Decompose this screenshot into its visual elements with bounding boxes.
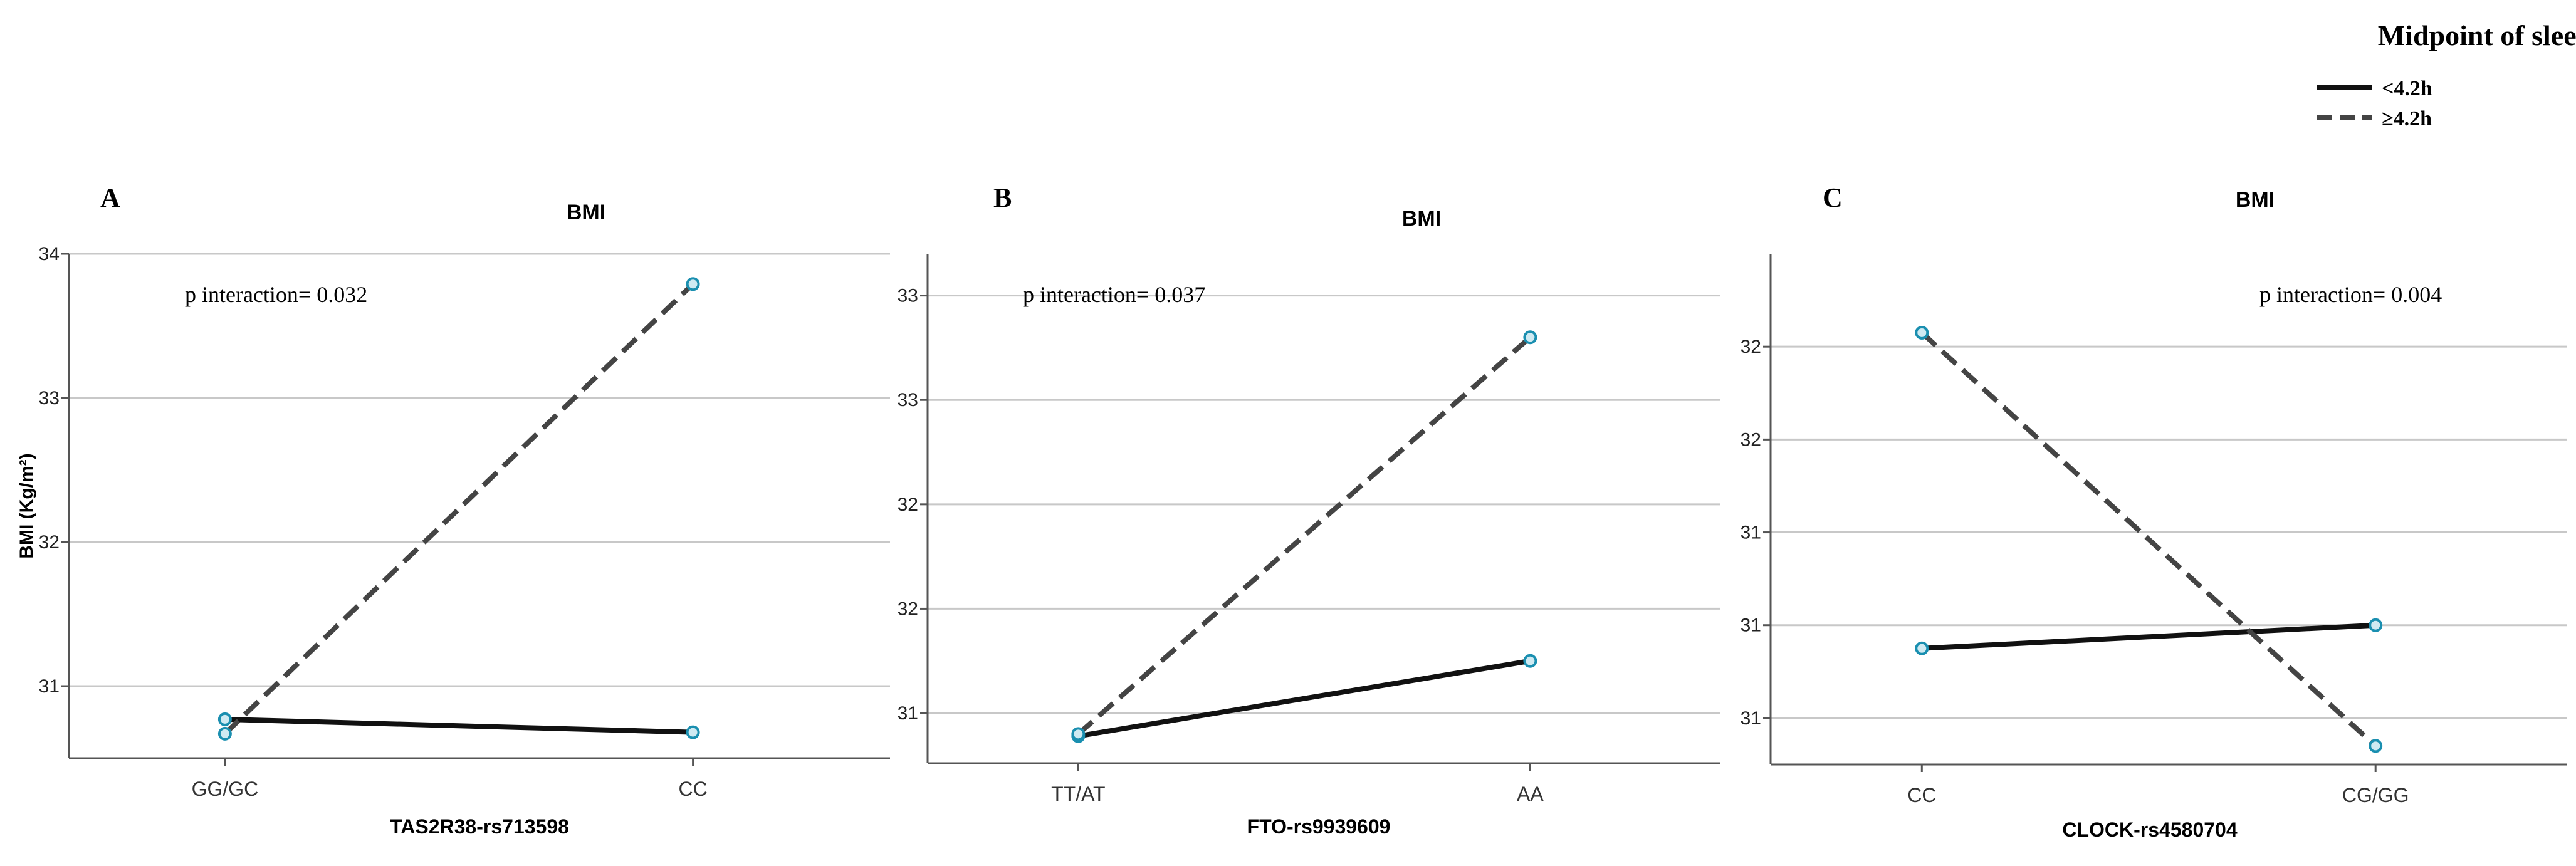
legend-entry-label: <4.2h	[2382, 77, 2432, 100]
panel-title: BMI	[567, 201, 605, 224]
y-tick-label: 32	[1741, 336, 1761, 357]
panel-title: BMI	[2236, 188, 2275, 212]
y-tick-label: 33	[898, 286, 918, 306]
p-interaction-annotation: p interaction= 0.032	[185, 282, 367, 307]
chart-panel-c: 31 31 31 32 32 CC CG/GG C BMI CLOCK-rs4580704 p in…	[1741, 182, 2567, 841]
y-tick-label: 31	[39, 676, 60, 697]
y-tick-label: 32	[898, 494, 918, 515]
data-point	[217, 712, 232, 726]
series-line-solid	[224, 716, 693, 735]
legend: Midpoint of sleep <4.2h ≥4.2h	[2317, 19, 2576, 130]
x-axis-label: FTO-rs9939609	[1247, 815, 1391, 838]
x-tick-label: AA	[1517, 783, 1544, 805]
y-axis-label: BMI (Kg/m²)	[16, 453, 37, 558]
chart-panel-a: 31 32 33 34 GG/GC CC A BMI TAS2R38-rs713598 p int…	[16, 182, 890, 838]
data-point	[1915, 641, 1929, 655]
series-line-dashed	[223, 282, 695, 736]
legend-title: Midpoint of sleep	[2378, 19, 2576, 51]
data-point	[217, 726, 232, 741]
data-point	[686, 277, 700, 291]
y-tick-label: 32	[39, 532, 60, 553]
data-point	[1523, 654, 1537, 668]
x-axis-label: TAS2R38-rs713598	[390, 815, 569, 838]
data-point	[2369, 618, 2383, 632]
x-tick-label: CC	[678, 778, 707, 800]
series-line-dashed	[1920, 330, 2377, 748]
series-line-dashed	[1076, 335, 1532, 736]
data-point	[1523, 330, 1537, 345]
y-tick-label: 31	[898, 703, 918, 724]
x-axis-label: CLOCK-rs4580704	[2062, 818, 2237, 841]
data-point	[1071, 727, 1086, 741]
data-point	[2369, 739, 2383, 753]
x-tick-label: CG/GG	[2342, 784, 2409, 806]
x-tick-label: CC	[1907, 784, 1936, 806]
panel-letter: C	[1823, 182, 1843, 213]
x-tick-label: GG/GC	[192, 778, 259, 800]
series-line-solid	[1922, 622, 2376, 651]
p-interaction-annotation: p interaction= 0.037	[1023, 282, 1205, 307]
y-tick-label: 34	[39, 244, 60, 264]
chart-panel-b: 31 32 32 33 33 TT/AT AA B BMI FTO-rs9939609 p inte…	[898, 182, 1720, 838]
y-tick-label: 31	[1741, 615, 1761, 636]
panel-letter: B	[993, 182, 1012, 213]
y-tick-label: 31	[1741, 523, 1761, 543]
panel-title: BMI	[1402, 207, 1441, 231]
y-tick-label: 31	[1741, 708, 1761, 729]
series-line-solid	[1077, 658, 1531, 739]
p-interaction-annotation: p interaction= 0.004	[2259, 282, 2442, 307]
y-tick-label: 32	[1741, 429, 1761, 450]
y-tick-label: 33	[898, 390, 918, 410]
panel-letter: A	[100, 182, 120, 213]
legend-entry-label: ≥4.2h	[2382, 107, 2432, 130]
x-tick-label: TT/AT	[1051, 783, 1106, 805]
y-tick-label: 32	[898, 598, 918, 619]
data-point	[686, 725, 700, 739]
data-point	[1915, 325, 1929, 340]
y-tick-label: 33	[39, 388, 60, 409]
